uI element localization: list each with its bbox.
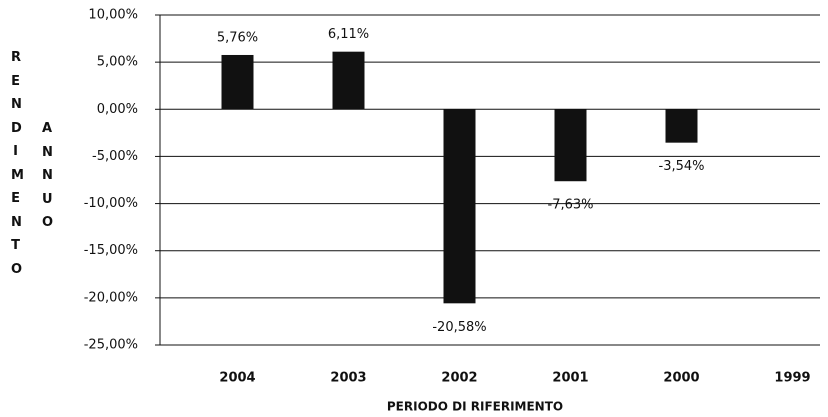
x-tick-label: 2001 [552,371,588,386]
x-tick-label: 1999 [774,371,810,386]
y-tick-label: 10,00% [88,8,138,23]
bar [665,109,698,143]
x-tick-label: 2004 [219,371,255,386]
y-tick-label: 0,00% [97,102,138,117]
y-tick-label: -10,00% [84,196,138,211]
bar [443,109,476,304]
y-tick-label: -25,00% [84,338,138,353]
bar [554,109,587,182]
x-tick-label: 2002 [441,371,477,386]
bar [221,54,254,110]
x-tick-label: 2000 [663,371,699,386]
x-axis-label: PERIODO DI RIFERIMENTO [387,400,563,414]
y-axis-label: ANNUO [42,121,54,230]
data-label: 5,76% [217,30,258,45]
y-axis-label: RENDIMENTO [11,50,24,277]
data-label: 6,11% [328,27,369,42]
y-tick-label: 5,00% [97,55,138,70]
y-tick-label: -15,00% [84,243,138,258]
y-tick-label: -5,00% [92,149,138,164]
x-tick-label: 2003 [330,371,366,386]
bar [332,51,365,110]
data-label: -3,54% [659,159,705,174]
data-label: -7,63% [548,198,594,213]
data-label: -20,58% [432,320,486,335]
y-tick-label: -20,00% [84,290,138,305]
